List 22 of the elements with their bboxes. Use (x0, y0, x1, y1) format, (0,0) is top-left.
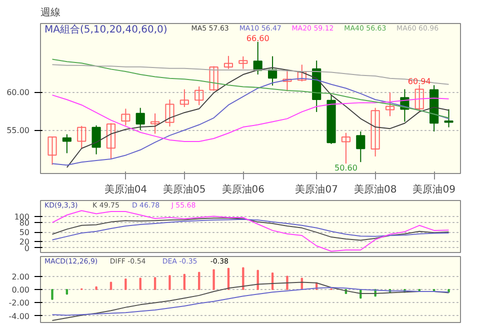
x-tick-label: 美原油08 (354, 184, 397, 196)
y-tick-label: 80 (19, 218, 30, 228)
y-tick-label: -2.00 (8, 298, 30, 308)
x-tick-label: 美原油06 (222, 184, 265, 196)
annotation: 60.94 (408, 76, 431, 86)
annotation: 50.60 (334, 164, 358, 173)
y-tick-label: 2.00 (12, 272, 30, 282)
y-tick-label: 100 (14, 212, 30, 222)
x-tick-label: 美原油04 (104, 184, 148, 196)
annotation: 66.60 (246, 34, 270, 43)
y-tick-label: 55.00 (6, 126, 30, 136)
y-tick-label: 0.00 (12, 286, 30, 294)
y-tick-label: 50 (19, 228, 30, 238)
y-tick-label: 0 (24, 244, 30, 253)
chart-title: 週線 (40, 8, 60, 18)
legend-title: MA組合(5,10,20,40,60,0) (44, 24, 168, 36)
y-tick-label: 20 (19, 237, 30, 246)
y-tick-label: -4.00 (8, 312, 30, 321)
x-tick-label: 美原油05 (163, 184, 206, 196)
y-tick-label: 60.00 (6, 88, 30, 98)
x-tick-label: 美原油09 (412, 184, 456, 196)
x-tick-label: 美原油07 (295, 184, 338, 196)
